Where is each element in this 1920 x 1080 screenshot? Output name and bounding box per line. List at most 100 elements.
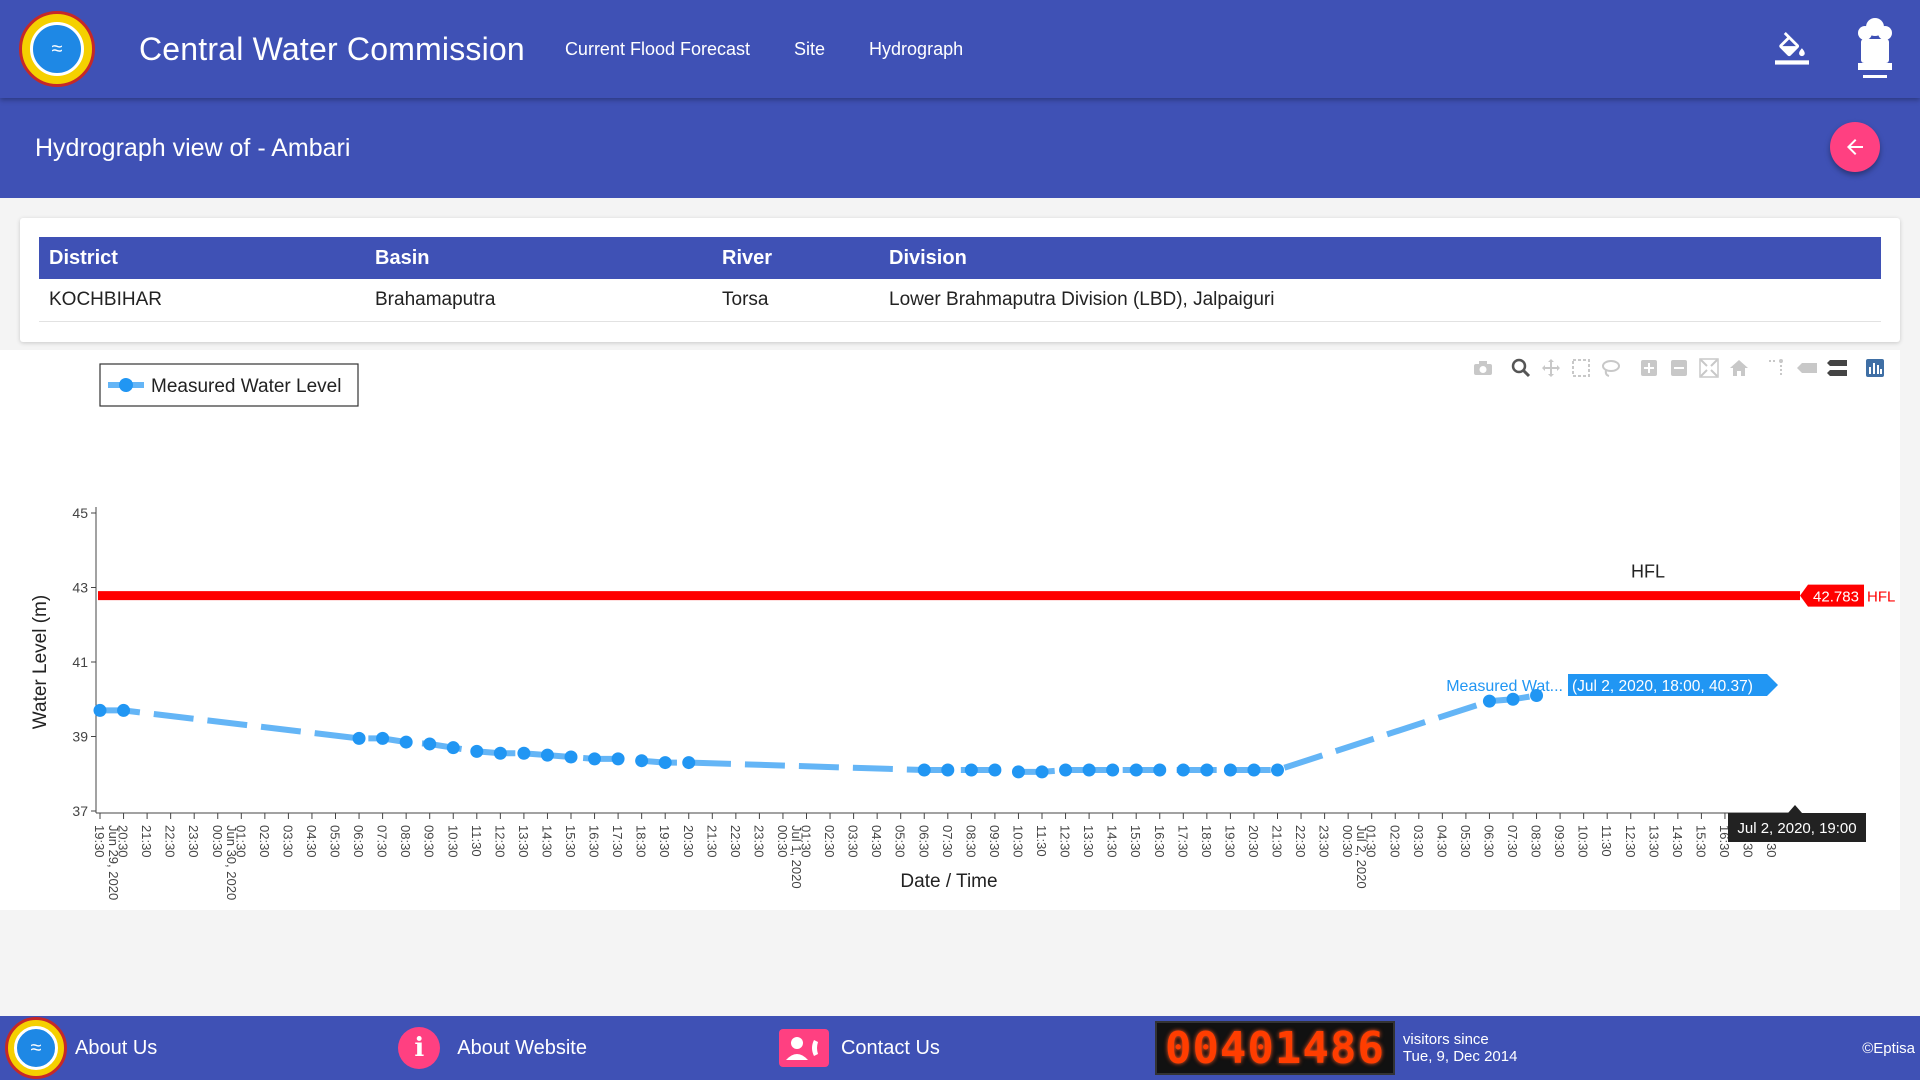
- nav-current-flood-forecast[interactable]: Current Flood Forecast: [564, 38, 751, 59]
- header-basin: Basin: [365, 237, 712, 279]
- reset-axes-icon[interactable]: [1724, 356, 1754, 380]
- measured-water-level-point: [446, 741, 460, 755]
- header-river: River: [712, 237, 879, 279]
- hover-text: (Jul 2, 2020, 18:00, 40.37): [1572, 678, 1753, 695]
- measured-water-level-point: [988, 763, 1002, 777]
- x-tick-label: 18:30: [634, 825, 649, 858]
- x-tick-label: 17:30: [1175, 825, 1190, 858]
- paint-bucket-icon[interactable]: [1775, 32, 1809, 66]
- lasso-icon[interactable]: [1596, 356, 1626, 380]
- x-tick-label: 15:30: [1128, 825, 1143, 858]
- national-emblem-icon: [1853, 13, 1897, 85]
- arrow-left-icon: [1847, 139, 1863, 155]
- app-title: Central Water Commission: [139, 30, 525, 67]
- x-tick-label: 15:30: [563, 825, 578, 858]
- measured-water-level-point: [352, 731, 366, 745]
- measured-water-level-point: [1530, 689, 1544, 703]
- basin-value: Brahamaputra: [365, 279, 712, 322]
- camera-icon[interactable]: [1468, 356, 1498, 380]
- hydrograph-chart[interactable]: 37 39 41 43 45 Water Level (m) 19:30 20:30 21:30…: [0, 350, 1900, 910]
- legend-label: Measured Water Level: [151, 376, 341, 397]
- measured-water-level-point: [423, 737, 437, 751]
- x-tick-label: 05:30: [893, 825, 908, 858]
- copyright: ©Eptisa: [1862, 1040, 1915, 1057]
- measured-water-level-point: [1059, 763, 1073, 777]
- x-tick-label: 06:30: [1481, 825, 1496, 858]
- about-us-link[interactable]: About Us: [75, 1037, 157, 1060]
- box-select-icon[interactable]: [1566, 356, 1596, 380]
- zoom-in-icon[interactable]: [1634, 356, 1664, 380]
- header-district: District: [39, 237, 365, 279]
- measured-water-level-point: [1035, 765, 1049, 779]
- topbar-right: [1775, 13, 1897, 85]
- y-tick-label: 39: [72, 729, 88, 745]
- x-tick-label: 17:30: [610, 825, 625, 858]
- x-tick-label: 15:30: [1693, 825, 1708, 858]
- visitor-count: 00401486: [1164, 1022, 1385, 1074]
- about-website-link[interactable]: i About Website: [398, 1027, 587, 1069]
- measured-water-level-point: [493, 746, 507, 760]
- measured-water-level-point: [1082, 763, 1096, 777]
- zoom-icon[interactable]: [1506, 356, 1536, 380]
- x-tick-label: 00:30: [1340, 825, 1355, 858]
- x-tick-label: 13:30: [1646, 825, 1661, 858]
- contact-icon: [778, 1029, 829, 1067]
- contact-us-link[interactable]: Contact Us: [778, 1029, 940, 1067]
- measured-water-level-point: [564, 750, 578, 764]
- y-tick-label: 45: [72, 505, 88, 521]
- measured-water-level-point: [517, 746, 531, 760]
- back-button[interactable]: [1830, 122, 1880, 172]
- table-header-row: District Basin River Division: [39, 237, 1881, 279]
- measured-water-level-point: [1129, 763, 1143, 777]
- x-tick-label: 11:30: [1599, 825, 1614, 857]
- measured-water-level-point: [1506, 692, 1520, 706]
- x-tick-label: 04:30: [869, 825, 884, 858]
- measured-water-level-point: [588, 752, 602, 766]
- x-tick-label: 10:30: [1576, 825, 1591, 858]
- x-tick-label: 10:30: [1010, 825, 1025, 858]
- spike-lines-icon[interactable]: [1762, 356, 1792, 380]
- legend-swatch-point: [119, 378, 133, 392]
- nav-site[interactable]: Site: [794, 38, 826, 59]
- nav-hydrograph[interactable]: Hydrograph: [869, 38, 964, 59]
- x-tick-label: 10:30: [445, 825, 460, 858]
- zoom-out-icon[interactable]: [1664, 356, 1694, 380]
- measured-water-level-point: [1223, 763, 1237, 777]
- x-tick-label: 02:30: [822, 825, 837, 858]
- measured-water-level-point: [1153, 763, 1167, 777]
- measured-water-level-point: [540, 748, 554, 762]
- hfl-hover-box: [1800, 584, 1864, 607]
- x-date-label: Jul 1, 2020: [789, 825, 804, 889]
- footer: ≈ About Us i About Website Contact Us 00…: [0, 1016, 1920, 1080]
- autoscale-icon[interactable]: [1694, 356, 1724, 380]
- hover-box: [1568, 674, 1778, 696]
- x-tick-label: 01:30: [233, 825, 248, 858]
- x-axis-title: Date / Time: [900, 871, 997, 892]
- x-tick-label: 22:30: [163, 825, 178, 858]
- hover-closest-icon[interactable]: [1792, 356, 1822, 380]
- pan-icon[interactable]: [1536, 356, 1566, 380]
- division-value: Lower Brahmaputra Division (LBD), Jalpai…: [879, 279, 1881, 322]
- x-tick-label: 19:30: [92, 825, 107, 858]
- visitors-since-date: Tue, 9, Dec 2014: [1402, 1048, 1518, 1065]
- page-title: Hydrograph view of - Ambari: [35, 134, 351, 162]
- measured-water-level-point: [1106, 763, 1120, 777]
- x-tick-label: 04:30: [1434, 825, 1449, 858]
- site-info-card: District Basin River Division KOCHBIHAR …: [20, 218, 1900, 342]
- x-tick-label: 08:30: [1529, 825, 1544, 858]
- hover-compare-icon[interactable]: [1822, 356, 1852, 380]
- cwc-logo-icon[interactable]: ≈: [19, 11, 95, 87]
- hfl-annotation: HFL: [1631, 562, 1665, 582]
- measured-water-level-point: [964, 763, 978, 777]
- cwc-logo-icon[interactable]: ≈: [5, 1017, 67, 1079]
- x-tick-label: 21:30: [704, 825, 719, 858]
- plotly-logo-icon[interactable]: [1860, 356, 1890, 380]
- x-tick-label: 11:30: [469, 825, 484, 857]
- hover-series-label: Measured Wat...: [1446, 678, 1563, 695]
- measured-water-level-point: [941, 763, 955, 777]
- x-tick-label: 19:30: [657, 825, 672, 858]
- x-tick-label: 14:30: [1670, 825, 1685, 858]
- x-tick-label: 20:30: [681, 825, 696, 858]
- hydrograph-plot[interactable]: 37 39 41 43 45 Water Level (m) 19:30 20:30 21:30…: [0, 350, 1900, 910]
- page-header: Hydrograph view of - Ambari: [0, 98, 1920, 198]
